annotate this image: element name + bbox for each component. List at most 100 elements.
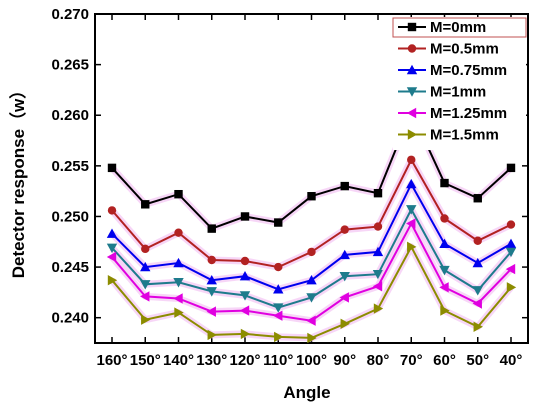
y-axis-title: Detector response（w） [8, 82, 28, 279]
y-tick-label: 0.260 [51, 107, 89, 124]
series-1-point [373, 222, 383, 231]
x-tick-label: 110° [263, 352, 293, 369]
series-5-point [240, 328, 251, 340]
series-1-point [307, 247, 316, 257]
x-tick-label: 40° [500, 352, 523, 369]
series-0-point [141, 200, 150, 209]
series-3-point [206, 287, 217, 297]
x-tick-label: 150° [130, 352, 161, 369]
legend-label-4: M=1.25mm [430, 105, 507, 122]
series-0-point [340, 181, 349, 191]
series-2-point [472, 257, 483, 268]
legend-label-5: M=1.5mm [430, 127, 499, 144]
legend-highlight [392, 17, 527, 38]
series-2-point [273, 284, 284, 294]
series-5-point [274, 331, 284, 343]
legend-label-3: M=1mm [430, 84, 486, 101]
series-0-point [174, 189, 183, 199]
series-0-point [440, 178, 449, 188]
series-0-point [274, 218, 283, 227]
series-2-point [372, 246, 384, 257]
series-3-point [439, 265, 450, 276]
series-0-point [307, 192, 316, 201]
legend-marker-3 [406, 87, 418, 97]
series-5-point [440, 305, 450, 316]
series-5-point [340, 318, 350, 329]
series-3-point [106, 243, 118, 254]
series-1-point [506, 220, 516, 229]
series-4-point [505, 263, 516, 275]
series-2-point [239, 270, 251, 281]
x-tick-label: 80° [367, 352, 390, 369]
series-3-point [472, 286, 483, 296]
x-tick-label: 140° [163, 352, 194, 369]
legend-box [393, 17, 526, 150]
series-1-point [141, 244, 150, 254]
series-1-point [240, 256, 250, 266]
series-4-point [372, 281, 383, 292]
series-4-point [239, 305, 250, 316]
series-2-point [206, 275, 217, 285]
legend-marker-0 [407, 22, 417, 32]
y-tick-label: 0.250 [51, 208, 89, 225]
x-tick-label: 130° [196, 352, 227, 369]
series-5-point [107, 275, 118, 286]
series-4-point [339, 292, 349, 303]
series-4-point [173, 293, 183, 304]
series-5-point [473, 321, 483, 333]
series-0-point [207, 224, 216, 233]
series-5-point [373, 303, 384, 314]
series-3-point [339, 271, 350, 282]
legend-label-1: M=0.5mm [430, 41, 499, 58]
y-tick-label: 0.245 [51, 259, 89, 276]
y-tick-label: 0.240 [51, 310, 89, 327]
series-3-point [306, 293, 317, 303]
series-3-point [406, 205, 417, 215]
x-tick-label: 60° [433, 352, 456, 369]
series-2-point [106, 228, 118, 238]
series-4-point [306, 315, 316, 326]
series-2-point [173, 257, 184, 268]
series-0-point [506, 163, 516, 173]
series-1-point [407, 155, 416, 164]
series-5-point [407, 241, 417, 253]
series-3-point [173, 278, 184, 288]
legend-label-0: M=0mm [430, 19, 486, 36]
x-tick-label: 120° [229, 352, 260, 369]
series-5-point [207, 329, 217, 341]
series-4-point [439, 282, 449, 293]
series-3-point [140, 280, 151, 290]
x-tick-label: 70° [400, 352, 423, 369]
series-0-point [240, 212, 250, 221]
series-1-point [473, 236, 482, 245]
y-tick-label: 0.265 [51, 57, 89, 74]
series-1-point [207, 255, 216, 265]
series-2-point [306, 275, 317, 285]
legend-marker-4 [406, 107, 417, 119]
series-4-point [106, 251, 117, 263]
series-1-point [274, 262, 283, 272]
series-4-point [472, 298, 482, 309]
series-4-point [140, 291, 150, 302]
y-tick-label: 0.270 [51, 6, 89, 23]
series-2-point [140, 261, 151, 272]
x-tick-label: 90° [333, 352, 356, 369]
y-tick-label: 0.255 [51, 158, 89, 175]
legend-label-2: M=0.75mm [430, 62, 507, 79]
series-4-point [206, 306, 216, 317]
series-0-point [373, 188, 383, 198]
series-1-point [440, 214, 449, 223]
series-5-point [506, 282, 517, 293]
series-3-point [273, 303, 284, 313]
legend-marker-1 [407, 44, 417, 53]
x-tick-label: 100° [296, 352, 327, 369]
x-tick-label: 50° [466, 352, 489, 369]
x-tick-label: 160° [96, 352, 127, 369]
x-axis-title: Angle [283, 383, 330, 402]
series-0-point [473, 194, 482, 203]
series-5-point [174, 307, 184, 318]
series-1-point [174, 228, 183, 237]
series-3-point [505, 247, 517, 258]
